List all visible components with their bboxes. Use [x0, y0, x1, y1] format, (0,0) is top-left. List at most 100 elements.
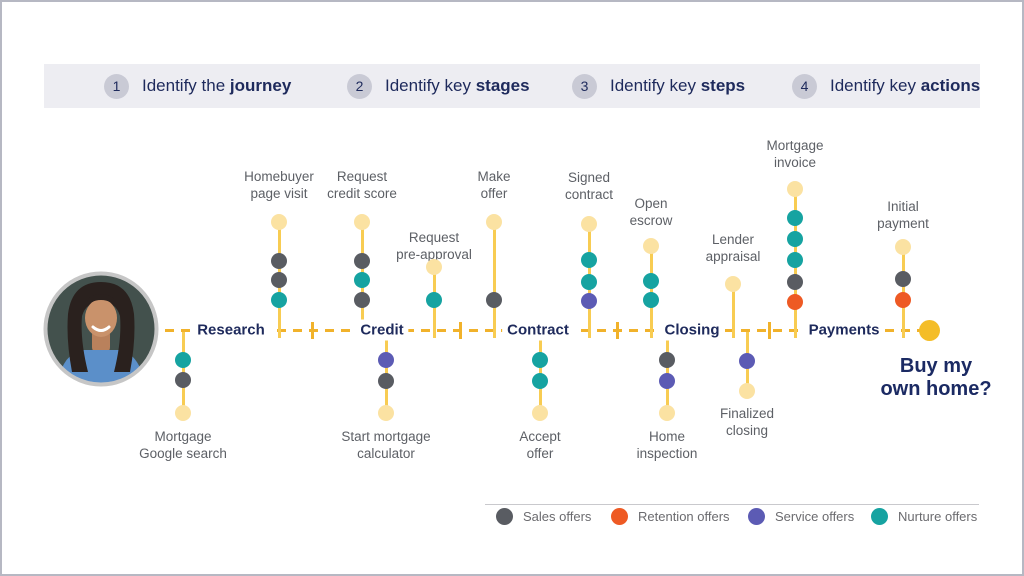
nurture-offer-dot — [175, 352, 191, 368]
step-label-emphasis: stages — [475, 76, 530, 95]
touchpoint-label-line: offer — [526, 445, 554, 461]
sales-offer-legend-dot — [496, 508, 513, 525]
touchpoint-start-dot — [426, 259, 442, 275]
legend-label: Service offers — [775, 509, 855, 524]
touchpoint-label-line: Start mortgage — [341, 429, 431, 444]
step-number-badge: 2 — [347, 73, 372, 99]
legend-label: Retention offers — [638, 509, 730, 524]
step-item-actions: 4 Identify key actions — [792, 64, 980, 108]
service-offer-dot — [581, 293, 597, 309]
touchpoint-label-line: Mortgage — [154, 429, 212, 444]
touchpoint-label-line: Homebuyer — [244, 169, 314, 184]
service-offer-dot — [659, 373, 675, 389]
touchpoint-label-line: page visit — [250, 185, 308, 201]
touchpoint-label-line: closing — [725, 422, 769, 438]
sales-offer-dot — [354, 253, 370, 269]
nurture-offer-dot — [271, 292, 287, 308]
touchpoint-label: Make offer — [429, 169, 559, 202]
touchpoint-start-dot — [643, 238, 659, 254]
retention-offer-legend-dot — [611, 508, 628, 525]
sales-offer-dot — [895, 271, 911, 287]
stage-label-contract: Contract — [502, 319, 574, 341]
sales-offer-dot — [271, 272, 287, 288]
step-label-emphasis: steps — [700, 76, 746, 95]
timeline-tick — [767, 321, 771, 339]
stage-label-credit: Credit — [355, 319, 409, 341]
touchpoint-start-dot — [175, 405, 191, 421]
touchpoint-label-line: Initial — [887, 199, 919, 214]
nurture-offer-dot — [787, 231, 803, 247]
touchpoint-start-dot — [354, 214, 370, 230]
nurture-offer-legend-dot — [871, 508, 888, 525]
step-number-badge: 3 — [572, 73, 597, 99]
step-label-emphasis: journey — [229, 76, 292, 95]
touchpoint-label-line: Home — [648, 429, 685, 444]
touchpoint-label: Homebuyer page visit — [214, 169, 344, 202]
legend-item-nurture: Nurture offers — [871, 508, 977, 525]
touchpoint-label-line: Mortgage — [766, 138, 824, 153]
touchpoint-label-line: Google search — [139, 445, 227, 461]
nurture-offer-dot — [532, 373, 548, 389]
legend-item-sales: Sales offers — [496, 508, 591, 525]
stage-label-closing: Closing — [659, 319, 725, 341]
touchpoint-stem — [492, 222, 496, 338]
step-number-badge: 4 — [792, 73, 817, 99]
touchpoint-label-line: Accept — [519, 429, 561, 444]
touchpoint-stem — [538, 332, 542, 413]
nurture-offer-dot — [787, 252, 803, 268]
timeline-tick — [310, 321, 314, 339]
sales-offer-dot — [378, 373, 394, 389]
touchpoint-label-line: escrow — [629, 212, 673, 228]
step-number-badge: 1 — [104, 73, 129, 99]
legend-divider-line — [485, 504, 979, 505]
journey-end-dot — [918, 319, 940, 341]
touchpoint-start-dot — [271, 214, 287, 230]
touchpoint-label-line: Signed — [567, 170, 611, 185]
touchpoint-start-dot — [378, 405, 394, 421]
sales-offer-dot — [787, 274, 803, 290]
retention-offer-dot — [787, 294, 803, 310]
touchpoint-label-line: credit score — [327, 185, 397, 201]
touchpoint-label-line: Lender — [711, 232, 755, 247]
nurture-offer-dot — [787, 210, 803, 226]
nurture-offer-dot — [643, 292, 659, 308]
step-item-steps: 3 Identify key steps — [572, 64, 745, 108]
touchpoint-label-line: Finalized — [719, 406, 775, 421]
step-label: Identify key stages — [385, 76, 530, 95]
touchpoint-label: Finalized closing — [682, 406, 812, 439]
timeline-tick — [458, 321, 462, 339]
step-label: Identify key actions — [830, 76, 981, 95]
legend-label: Sales offers — [523, 509, 592, 524]
retention-offer-dot — [895, 292, 911, 308]
step-item-stages: 2 Identify key stages — [347, 64, 530, 108]
touchpoint-start-dot — [725, 276, 741, 292]
service-offer-legend-dot — [748, 508, 765, 525]
nurture-offer-dot — [532, 352, 548, 368]
sales-offer-dot — [175, 372, 191, 388]
stage-label-payments: Payments — [803, 319, 885, 341]
touchpoint-label-line: pre-approval — [396, 246, 472, 262]
touchpoint-label: Request pre-approval — [369, 230, 499, 263]
touchpoint-label: Accept offer — [475, 429, 605, 462]
touchpoint-label: Request credit score — [297, 169, 427, 202]
touchpoint-start-dot — [895, 239, 911, 255]
nurture-offer-dot — [643, 273, 659, 289]
goal-line-1: Buy my — [899, 355, 973, 377]
touchpoint-label: Start mortgage calculator — [321, 429, 451, 462]
nurture-offer-dot — [581, 274, 597, 290]
touchpoint-stem — [731, 284, 735, 338]
sales-offer-dot — [659, 352, 675, 368]
legend-item-service: Service offers — [748, 508, 854, 525]
touchpoint-label-line: Request — [408, 230, 460, 245]
service-offer-dot — [378, 352, 394, 368]
touchpoint-stem — [665, 332, 669, 413]
touchpoint-stem — [384, 332, 388, 413]
service-offer-dot — [739, 353, 755, 369]
touchpoint-label-line: Make — [477, 169, 511, 184]
touchpoint-start-dot — [739, 383, 755, 399]
timeline-tick — [615, 321, 619, 339]
step-item-journey: 1 Identify the journey — [104, 64, 291, 108]
legend-label: Nurture offers — [898, 509, 978, 524]
